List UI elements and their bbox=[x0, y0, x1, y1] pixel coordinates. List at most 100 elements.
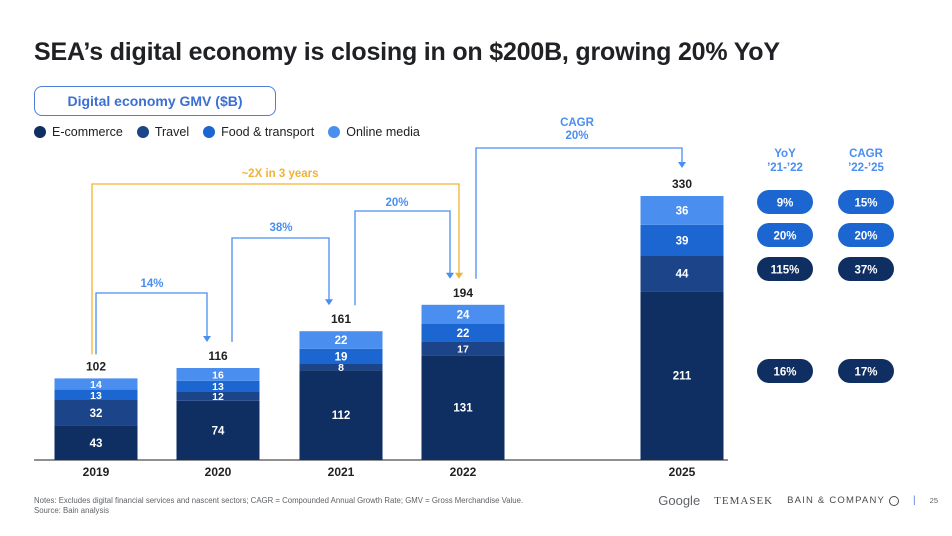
data-label-2020-0: 74 bbox=[212, 425, 225, 437]
cagr-value: 20% bbox=[565, 130, 588, 142]
bar-segment-2022-0 bbox=[421, 355, 505, 460]
yoy-pill-1 bbox=[757, 223, 813, 247]
growth-label-2019-2020: 14% bbox=[140, 278, 163, 290]
data-label-2020-2: 13 bbox=[212, 381, 224, 393]
x-tick-2022: 2022 bbox=[450, 465, 477, 479]
legend-swatch-online-media bbox=[328, 126, 341, 138]
yoy-pill-2 bbox=[757, 257, 813, 281]
doubling-arrow bbox=[91, 183, 460, 355]
legend-swatch-ecommerce bbox=[34, 126, 46, 138]
footnote: Notes: Excludes digital financial servic… bbox=[34, 496, 523, 516]
bar-segment-2020-0 bbox=[176, 400, 260, 460]
footnote-notes: Notes: Excludes digital financial servic… bbox=[34, 496, 524, 505]
page-number: 25 bbox=[929, 496, 938, 505]
bar-segment-2025-2 bbox=[640, 224, 724, 256]
yoy-header-line1: YoY bbox=[774, 148, 796, 160]
yoy-pill-label-3: 16% bbox=[773, 367, 796, 379]
data-label-2022-2: 22 bbox=[457, 328, 470, 340]
data-label-2021-2: 19 bbox=[335, 351, 348, 363]
cagr-pill-label-3: 17% bbox=[854, 367, 877, 379]
x-tick-2019: 2019 bbox=[83, 465, 110, 479]
data-label-2019-1: 32 bbox=[90, 408, 103, 420]
data-label-2020-3: 16 bbox=[212, 369, 224, 381]
footer-separator: | bbox=[913, 495, 916, 506]
cagr-pill-2 bbox=[838, 257, 894, 281]
footnote-source: Source: Bain analysis bbox=[34, 506, 109, 515]
cagr-pill-1 bbox=[838, 223, 894, 247]
data-label-2025-2: 39 bbox=[676, 235, 689, 247]
total-label-2020: 116 bbox=[208, 349, 228, 363]
data-label-2022-1: 17 bbox=[457, 343, 469, 355]
growth-arrow-2021-2022 bbox=[354, 210, 451, 306]
chart-legend: E-commerce Travel Food & transport Onlin… bbox=[34, 125, 420, 139]
yoy-pill-label-0: 9% bbox=[777, 198, 794, 210]
bar-segment-2019-2 bbox=[54, 389, 138, 400]
cagr-arrow-head bbox=[678, 162, 686, 168]
growth-arrow-2019-2020-head bbox=[203, 336, 211, 342]
data-label-2019-2: 13 bbox=[90, 390, 102, 402]
bar-segment-2022-3 bbox=[421, 304, 505, 324]
yoy-pill-label-1: 20% bbox=[773, 231, 796, 243]
yoy-pill-label-2: 115% bbox=[771, 265, 800, 277]
legend-swatch-food-transport bbox=[203, 126, 216, 138]
yoy-pill-0 bbox=[757, 190, 813, 214]
legend-item-ecommerce: E-commerce bbox=[34, 125, 123, 139]
growth-label-2021-2022: 20% bbox=[385, 197, 408, 209]
legend-item-food-transport: Food & transport bbox=[203, 125, 314, 139]
bar-segment-2019-1 bbox=[54, 400, 138, 426]
cagr-pill-label-1: 20% bbox=[854, 231, 877, 243]
bar-segment-2022-2 bbox=[421, 324, 505, 342]
data-label-2019-3: 14 bbox=[90, 379, 102, 391]
bar-segment-2021-1 bbox=[299, 364, 383, 371]
legend-label-travel: Travel bbox=[154, 125, 190, 139]
temasek-logo: TEMASEK bbox=[714, 494, 774, 507]
data-label-2022-0: 131 bbox=[453, 403, 473, 415]
cagr-pill-3 bbox=[838, 359, 894, 383]
yoy-header-line2: ’21-’22 bbox=[767, 162, 803, 174]
growth-arrow-2020-2021-head bbox=[325, 299, 333, 306]
bar-segment-2025-1 bbox=[640, 256, 724, 292]
data-label-2019-0: 43 bbox=[90, 438, 103, 450]
legend-item-travel: Travel bbox=[136, 125, 190, 139]
bar-segment-2019-3 bbox=[54, 378, 138, 390]
data-label-2020-1: 12 bbox=[212, 391, 224, 403]
legend-swatch-travel bbox=[136, 126, 149, 138]
legend-label-online-media: Online media bbox=[346, 125, 420, 139]
chart-subtitle: Digital economy GMV ($B) bbox=[34, 86, 276, 116]
page-title: SEA’s digital economy is closing in on $… bbox=[34, 38, 780, 66]
growth-arrow-2021-2022-head bbox=[446, 272, 454, 279]
bar-segment-2020-2 bbox=[176, 380, 260, 392]
data-label-2022-3: 24 bbox=[457, 309, 470, 321]
cagr-label: CAGR bbox=[560, 117, 595, 129]
bar-segment-2022-1 bbox=[421, 341, 505, 356]
doubling-label: ~2X in 3 years bbox=[241, 168, 318, 180]
google-logo: Google bbox=[658, 493, 701, 508]
data-label-2021-1: 8 bbox=[338, 362, 344, 374]
growth-label-2020-2021: 38% bbox=[269, 222, 292, 234]
legend-label-ecommerce: E-commerce bbox=[52, 125, 123, 139]
cagr-pill-0 bbox=[838, 190, 894, 214]
legend-label-food-transport: Food & transport bbox=[221, 125, 315, 139]
cagr-pill-label-2: 37% bbox=[854, 265, 877, 277]
bar-segment-2025-0 bbox=[640, 291, 724, 460]
legend-item-online-media: Online media bbox=[328, 125, 420, 139]
data-label-2025-3: 36 bbox=[676, 205, 689, 217]
yoy-pill-3 bbox=[757, 359, 813, 383]
bar-segment-2020-3 bbox=[176, 368, 260, 381]
bar-segment-2025-3 bbox=[640, 196, 724, 225]
total-label-2022: 194 bbox=[453, 286, 473, 300]
bar-segment-2020-1 bbox=[176, 391, 260, 401]
total-label-2021: 161 bbox=[331, 312, 351, 326]
x-tick-2025: 2025 bbox=[669, 465, 696, 479]
bain-logo: BAIN & COMPANY bbox=[787, 495, 900, 506]
data-label-2025-1: 44 bbox=[676, 269, 689, 281]
bar-segment-2021-0 bbox=[299, 370, 383, 460]
bar-segment-2019-0 bbox=[54, 425, 138, 460]
cagr-header-line1: CAGR bbox=[849, 148, 884, 160]
data-label-2025-0: 211 bbox=[673, 371, 692, 383]
doubling-arrow-head bbox=[455, 272, 463, 279]
total-label-2019: 102 bbox=[86, 359, 106, 373]
total-label-2025: 330 bbox=[672, 177, 692, 191]
cagr-arrow bbox=[475, 147, 683, 279]
